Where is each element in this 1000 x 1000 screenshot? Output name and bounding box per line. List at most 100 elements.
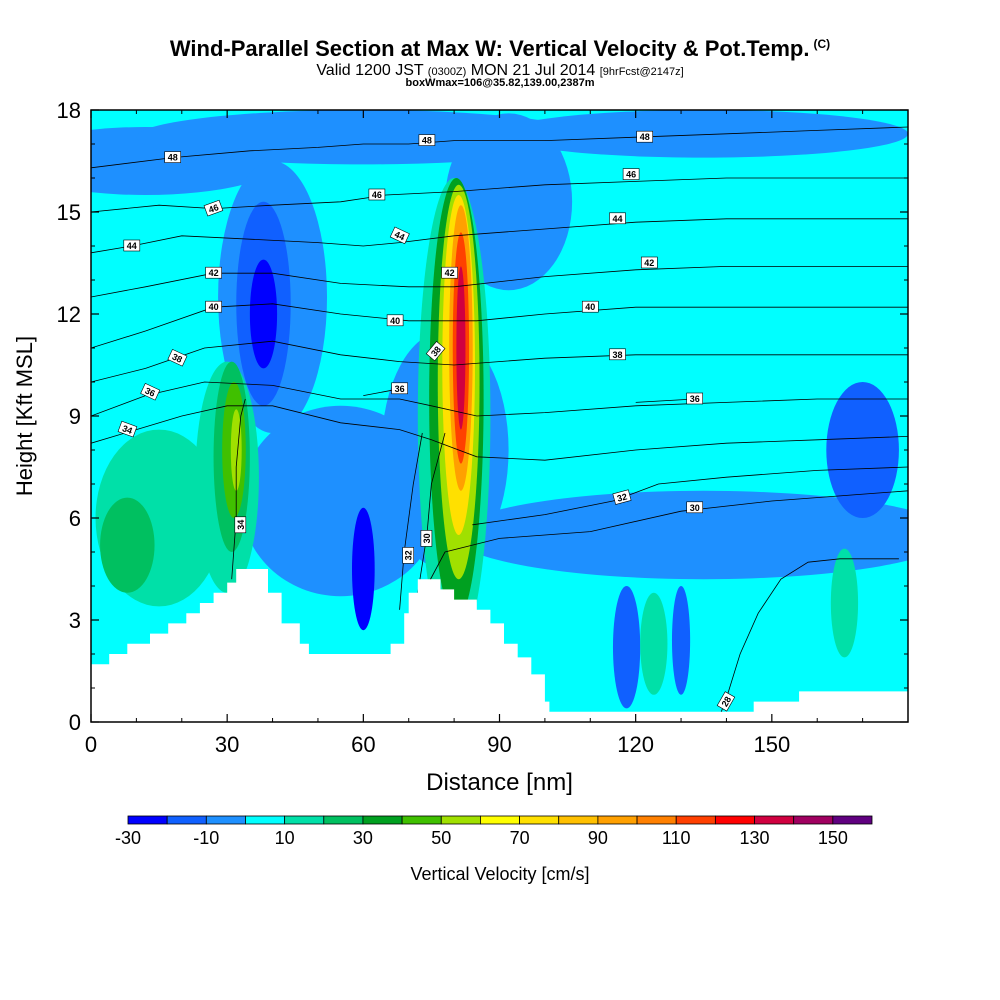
terrain xyxy=(91,569,908,722)
isentrope-line-30 xyxy=(426,490,908,587)
colorbar-tick-label: 110 xyxy=(662,828,691,848)
isentrope-line-32 xyxy=(399,432,423,610)
isentrope-line-46 xyxy=(91,177,908,213)
upper-right-band xyxy=(499,110,908,158)
isentrope-value: 44 xyxy=(393,229,406,242)
colorbar-swatch xyxy=(245,815,286,825)
isentrope-value: 30 xyxy=(422,533,432,543)
y-tick-label: 9 xyxy=(69,404,81,429)
isentrope-label: 44 xyxy=(609,212,626,225)
low-down-2 xyxy=(671,586,691,695)
isentrope-line-32 xyxy=(472,466,908,526)
colorbar-tick-label: 90 xyxy=(588,828,608,848)
isentrope-value: 46 xyxy=(626,170,636,180)
isentrope-label: 36 xyxy=(686,392,704,405)
isentrope-label: 48 xyxy=(418,134,436,146)
colorbar-tick-label: -30 xyxy=(115,828,141,848)
colorbar-swatch xyxy=(519,815,560,825)
y-tick-label: 15 xyxy=(57,200,81,225)
isentrope-line-36 xyxy=(635,398,695,403)
isentrope-label: 30 xyxy=(420,530,433,547)
isentrope-value: 46 xyxy=(207,202,220,215)
isentrope-line-44 xyxy=(91,218,908,254)
isentrope-line-28 xyxy=(717,558,899,722)
isentrope-value: 48 xyxy=(168,153,178,163)
x-tick-label: 120 xyxy=(617,732,654,757)
isentrope-label: 38 xyxy=(167,348,188,367)
isentrope-value: 40 xyxy=(209,302,219,312)
x-tick-label: 60 xyxy=(351,732,375,757)
x-tick-label: 0 xyxy=(85,732,97,757)
colorbar-tick-label: 130 xyxy=(740,828,770,848)
isentrope-label: 40 xyxy=(386,314,404,327)
colorbar-swatch xyxy=(127,815,168,825)
colorbar: -30 -10 10 30 50 70 90 110 130 150 Vertical Veloci… xyxy=(115,815,873,884)
colorbar-swatch xyxy=(323,815,364,825)
isentrope-label: 38 xyxy=(609,348,626,361)
isentrope-label: 32 xyxy=(402,547,415,564)
x-tick-label: 90 xyxy=(487,732,511,757)
colorbar-swatch xyxy=(793,815,834,825)
isentrope-line-40 xyxy=(91,303,908,349)
box-info: boxWmax=106@35.82,139.00,2387m xyxy=(405,77,595,89)
isentrope-line-36 xyxy=(91,381,908,417)
updraft1-core xyxy=(230,409,242,491)
isentrope-value: 36 xyxy=(690,394,700,404)
isentrope-line-30 xyxy=(417,432,446,593)
isentrope-line-34 xyxy=(231,398,246,580)
isentrope-line-42 xyxy=(91,266,908,298)
isentrope-value: 36 xyxy=(143,386,156,399)
isentrope-value: 34 xyxy=(236,520,246,530)
isentrope-line-38 xyxy=(91,340,908,383)
isentrope-label: 36 xyxy=(140,382,161,401)
y-tick-label: 0 xyxy=(69,710,81,735)
isentrope-value: 48 xyxy=(422,136,432,146)
colorbar-swatch xyxy=(284,815,325,825)
x-tick-label: 150 xyxy=(753,732,790,757)
colorbar-swatch xyxy=(636,815,677,825)
low-down-1 xyxy=(612,586,641,709)
y-tick-label: 3 xyxy=(69,608,81,633)
colorbar-tick-label: 10 xyxy=(275,828,295,848)
low-up-1 xyxy=(640,592,668,695)
isentrope-value: 48 xyxy=(640,132,650,142)
isentrope-value: 32 xyxy=(616,491,628,503)
isentrope-label: 42 xyxy=(441,266,458,279)
colorbar-swatch xyxy=(401,815,442,825)
right-edge-down xyxy=(826,382,899,518)
x-tick-label: 30 xyxy=(215,732,239,757)
colorbar-tick-label: 50 xyxy=(431,828,451,848)
y-tick-label: 12 xyxy=(57,302,81,327)
valid-time: Valid 1200 JST (0300Z) MON 21 Jul 2014 [… xyxy=(316,62,684,79)
left-green-core xyxy=(100,497,155,593)
colorbar-swatch xyxy=(166,815,207,825)
colorbar-swatch xyxy=(440,815,481,825)
isentrope-value: 38 xyxy=(612,350,622,360)
isentrope-label: 48 xyxy=(164,151,181,163)
isentrope-value: 40 xyxy=(390,316,400,326)
isentrope-value: 44 xyxy=(127,241,137,251)
colorbar-tick-label: 70 xyxy=(510,828,530,848)
isentrope-value: 28 xyxy=(720,695,734,709)
colorbar-swatch xyxy=(480,815,520,825)
isentrope-label: 44 xyxy=(389,226,410,245)
updraft2-core xyxy=(456,266,466,430)
isentrope-value: 30 xyxy=(690,503,700,513)
isentrope-value: 42 xyxy=(445,268,455,278)
isentrope-value: 38 xyxy=(171,352,184,365)
colorbar-swatch xyxy=(205,815,246,825)
low-up-2 xyxy=(830,548,859,658)
isentrope-label: 46 xyxy=(368,188,386,201)
isentrope-label: 30 xyxy=(686,501,704,514)
y-tick-label: 6 xyxy=(69,506,81,531)
colorbar-label: Vertical Velocity [cm/s] xyxy=(410,864,589,884)
colorbar-swatch xyxy=(675,815,716,825)
isentrope-value: 46 xyxy=(372,190,382,200)
isentrope-label: 34 xyxy=(234,516,247,534)
isentrope-value: 38 xyxy=(429,344,443,358)
downdraft-max xyxy=(249,259,278,369)
y-tick-label: 18 xyxy=(57,98,81,123)
isentrope-label: 34 xyxy=(117,420,138,438)
isentrope-contours: 28 30 30 32 32 34 34 36 36 36 38 38 38 40 40 40 42 42 42 44… xyxy=(91,126,908,722)
